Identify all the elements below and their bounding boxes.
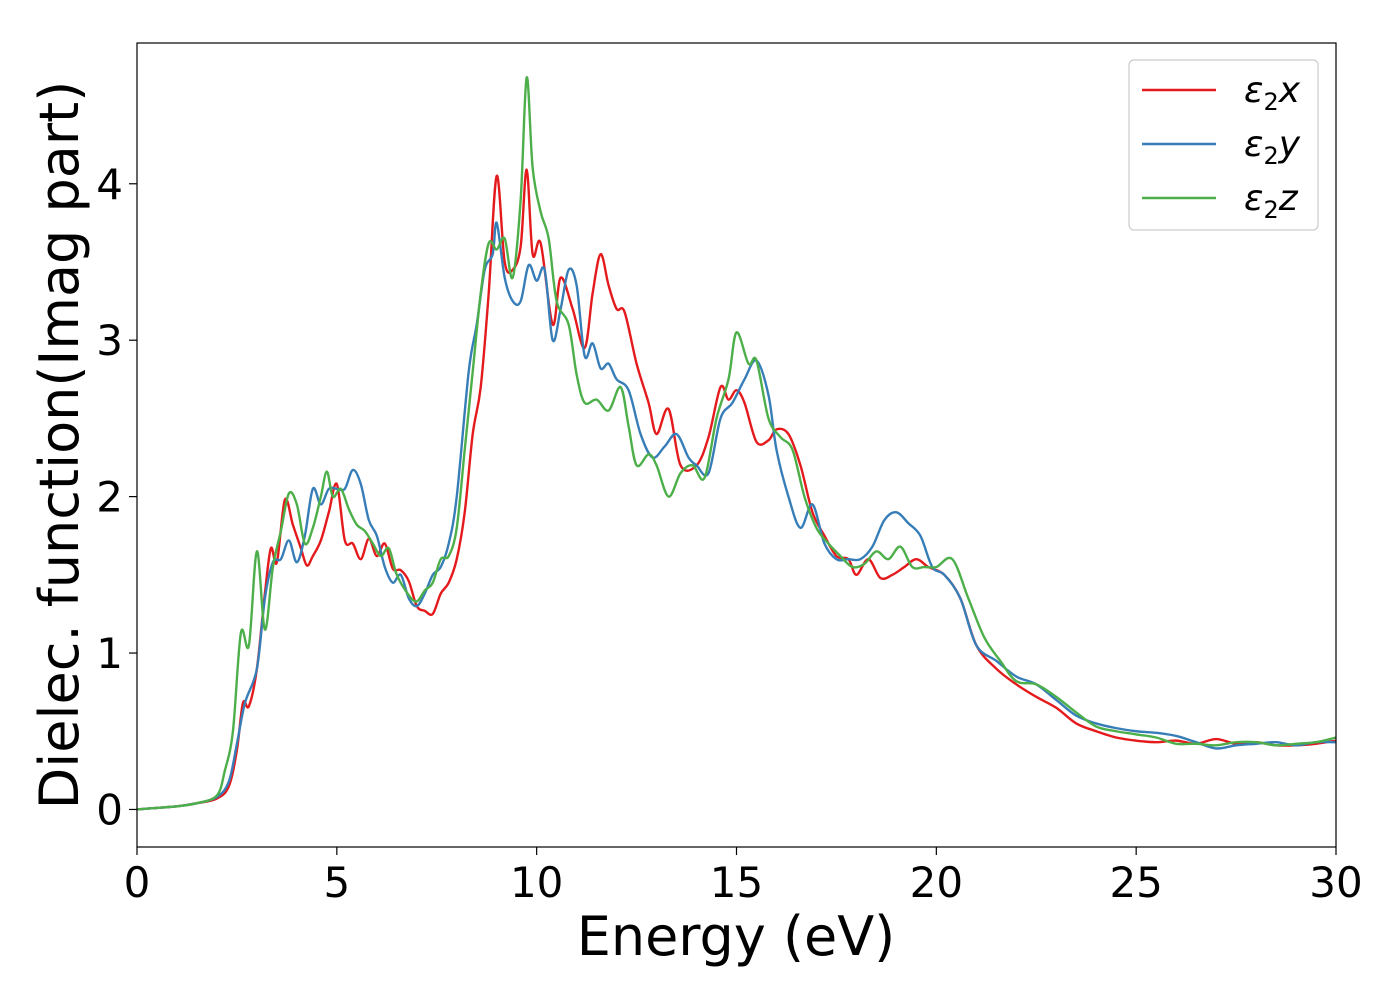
series-layer xyxy=(137,76,1336,811)
x-axis-label: Energy (eV) xyxy=(577,905,896,968)
y-axis-ticks: 0 1 2 3 4 xyxy=(96,160,137,834)
x-axis-ticks: 0 5 10 15 20 25 30 xyxy=(124,847,1363,907)
x-tick-label: 10 xyxy=(510,858,563,907)
legend-label-x: ε2x xyxy=(1244,70,1301,116)
legend: ε2x ε2y ε2z xyxy=(1128,59,1319,231)
x-tick-label: 30 xyxy=(1309,858,1362,907)
x-tick-label: 5 xyxy=(323,858,350,907)
x-tick-label: 15 xyxy=(710,858,763,907)
y-tick-label: 2 xyxy=(96,473,123,522)
series-line-z xyxy=(137,76,1336,811)
legend-label-z: ε2z xyxy=(1244,178,1299,224)
legend-label-y: ε2y xyxy=(1244,124,1301,170)
y-axis-label: Dielec. function(Imag part) xyxy=(28,81,91,810)
x-tick-label: 25 xyxy=(1109,858,1162,907)
y-tick-label: 1 xyxy=(96,629,123,678)
plot-area xyxy=(136,42,1337,848)
series-line-y xyxy=(137,221,1336,811)
x-tick-label: 20 xyxy=(910,858,963,907)
x-tick-label: 0 xyxy=(124,858,151,907)
series-line-x xyxy=(137,168,1336,811)
legend-frame xyxy=(1128,59,1319,231)
y-tick-label: 0 xyxy=(96,785,123,834)
y-tick-label: 3 xyxy=(96,316,123,365)
y-tick-label: 4 xyxy=(96,160,123,209)
